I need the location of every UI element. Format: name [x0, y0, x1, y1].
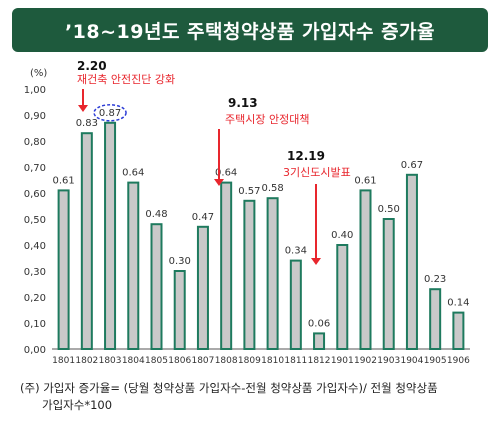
bar-1902 [359, 189, 372, 350]
highlight-ellipse [93, 104, 127, 122]
x-tick-label: 1901 [331, 356, 354, 366]
x-tick-label: 1903 [377, 356, 400, 366]
data-label-1905: 0.23 [424, 274, 446, 285]
x-tick-label: 1904 [400, 356, 423, 366]
annotation-arrowhead [311, 258, 321, 265]
annotation-date: 2.20 [77, 59, 107, 73]
y-tick-label: 0,70 [24, 163, 46, 174]
bar-1903 [382, 218, 395, 350]
bar-1801 [57, 189, 70, 350]
data-label-1807: 0.47 [192, 212, 214, 223]
y-tick-label: 0,30 [24, 267, 46, 278]
x-tick-label: 1906 [447, 356, 470, 366]
bar-1904 [405, 173, 418, 350]
x-tick-label: 1811 [284, 356, 307, 366]
data-label-1809: 0.57 [238, 186, 260, 197]
annotation-arrowhead [78, 105, 88, 112]
bar-1806 [173, 270, 186, 350]
chart-title: ’18~19년도 주택청약상품 가입자수 증가율 [64, 20, 436, 43]
bar-1906 [452, 311, 465, 351]
footnote-line-1: (주) 가입자 증가율= (당월 청약상품 가입자수-전월 청약상품 가입자수)… [20, 381, 438, 395]
x-tick-label: 1806 [168, 356, 191, 366]
bar-1807 [196, 225, 209, 350]
data-label-1812: 0.06 [308, 318, 330, 329]
bar-1812 [313, 332, 326, 350]
data-label-1903: 0.50 [378, 204, 400, 215]
bar-1901 [336, 244, 349, 350]
annotation-text: 재건축 안전진단 강화 [77, 73, 175, 86]
x-tick-label: 1812 [308, 356, 331, 366]
x-tick-label: 1804 [122, 356, 145, 366]
x-tick-label: 1810 [261, 356, 284, 366]
y-tick-label: 0,20 [24, 293, 46, 304]
data-label-1901: 0.40 [331, 230, 353, 241]
data-label-1801: 0.61 [52, 175, 74, 186]
x-tick-label: 1902 [354, 356, 377, 366]
y-tick-label: 0,60 [24, 189, 46, 200]
y-tick-label: 0,00 [24, 345, 46, 356]
data-label-1902: 0.61 [354, 175, 376, 186]
y-tick-label: 0,50 [24, 215, 46, 226]
data-label-1811: 0.34 [285, 246, 307, 257]
annotation-text: 3기신도시발표 [283, 166, 351, 179]
data-label-1805: 0.48 [145, 209, 167, 220]
data-label-1802: 0.83 [76, 118, 98, 129]
data-label-1906: 0.14 [447, 298, 469, 309]
data-label-1808: 0.64 [215, 168, 237, 179]
x-tick-label: 1801 [52, 356, 75, 366]
x-tick-label: 1808 [215, 356, 238, 366]
bar-1809 [243, 199, 256, 350]
bar-1802 [80, 132, 93, 350]
bar-1808 [220, 181, 233, 350]
bar-1805 [150, 223, 163, 350]
title-bar: ’18~19년도 주택청약상품 가입자수 증가율 [12, 8, 488, 52]
annotation-arrowhead [214, 179, 224, 186]
annotation-text: 주택시장 안정대책 [225, 113, 309, 126]
bar-1905 [429, 288, 442, 351]
y-tick-label: 0,10 [24, 319, 46, 330]
footnote: (주) 가입자 증가율= (당월 청약상품 가입자수-전월 청약상품 가입자수)… [20, 380, 490, 414]
x-tick-label: 1809 [238, 356, 261, 366]
y-tick-label: 0,40 [24, 241, 46, 252]
bar-1804 [127, 181, 140, 350]
x-tick-label: 1802 [75, 356, 98, 366]
bar-1810 [266, 197, 279, 350]
bar-1803 [104, 121, 117, 350]
data-label-1904: 0.67 [401, 160, 423, 171]
data-label-1810: 0.58 [261, 183, 283, 194]
data-label-1806: 0.30 [169, 256, 191, 267]
footnote-line-2: 가입자수*100 [42, 398, 113, 412]
annotation-date: 9.13 [228, 96, 258, 110]
x-tick-label: 1805 [145, 356, 168, 366]
x-tick-label: 1807 [191, 356, 214, 366]
y-unit-label: (%) [30, 68, 47, 79]
y-tick-label: 0,90 [24, 111, 46, 122]
bar-1811 [289, 259, 302, 351]
x-tick-label: 1905 [424, 356, 447, 366]
y-tick-label: 1,00 [24, 85, 46, 96]
x-tick-label: 1803 [99, 356, 122, 366]
y-tick-label: 0,80 [24, 137, 46, 148]
data-label-1804: 0.64 [122, 168, 144, 179]
annotation-date: 12.19 [287, 149, 325, 163]
data-label-1803: 0.87 [99, 108, 121, 119]
